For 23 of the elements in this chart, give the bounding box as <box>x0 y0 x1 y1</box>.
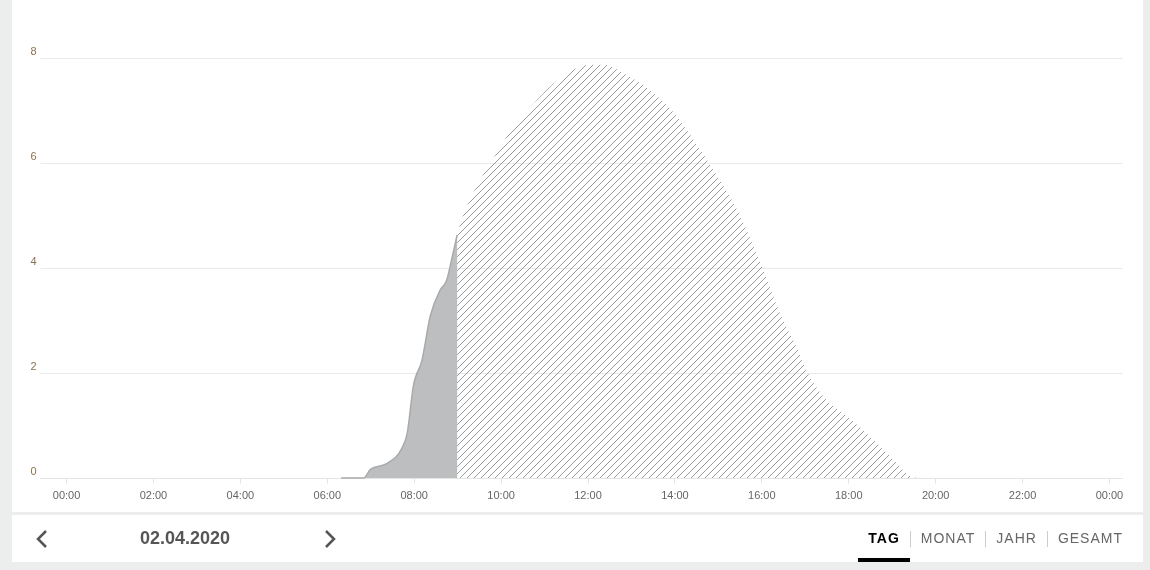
x-tick-label: 02:00 <box>139 488 168 501</box>
y-tick-label: 0 <box>30 464 37 477</box>
x-tick-label: 00:00 <box>1095 488 1124 501</box>
x-tick-label: 10:00 <box>487 488 515 501</box>
x-tick-label: 12:00 <box>574 488 602 501</box>
y-tick-label: 4 <box>30 254 37 267</box>
x-tick-label: 18:00 <box>834 488 863 501</box>
y-tick-label: 2 <box>30 359 37 372</box>
x-tick-label: 20:00 <box>921 488 950 501</box>
text: JAHR <box>995 529 1038 548</box>
x-tick-label: 06:00 <box>313 488 342 501</box>
text: TAG <box>858 515 910 562</box>
x-tick-label: 16:00 <box>748 488 776 501</box>
text: 02.04.2020 <box>140 528 231 549</box>
x-tick-label: 14:00 <box>661 488 689 501</box>
y-tick-label: 8 <box>30 44 37 57</box>
x-tick-label: 00:00 <box>52 488 81 501</box>
text: MONAT <box>919 529 977 548</box>
x-tick-label: 22:00 <box>1008 488 1037 501</box>
text: GESAMT <box>1056 529 1124 548</box>
x-tick-label: 04:00 <box>226 488 255 501</box>
y-tick-label: 6 <box>30 149 37 162</box>
x-tick-label: 08:00 <box>400 488 428 501</box>
